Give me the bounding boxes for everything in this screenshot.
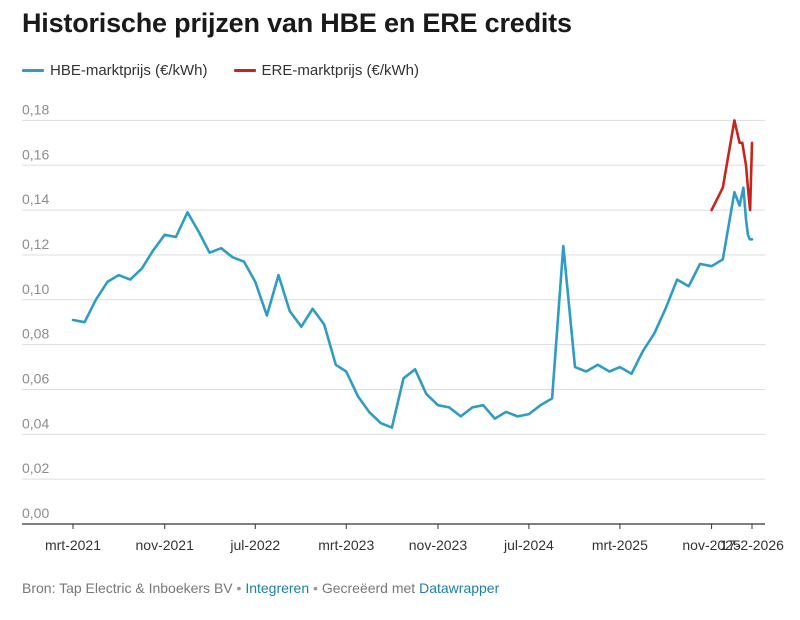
legend-item-hbe: HBE-marktprijs (€/kWh)	[22, 62, 208, 79]
y-tick-label: 0,16	[22, 146, 49, 162]
x-tick-label: jul-2024	[503, 537, 554, 553]
x-tick-label: mrt-2025	[592, 537, 648, 553]
series-layer	[71, 119, 754, 429]
x-tick-label: nov-2021	[136, 537, 195, 553]
x-tick-label: mrt-2021	[45, 537, 101, 553]
y-tick-label: 0,06	[22, 370, 49, 386]
x-tick-label: mrt-2023	[318, 537, 374, 553]
series-line-ere	[710, 119, 754, 212]
legend-item-ere: ERE-marktprijs (€/kWh)	[233, 62, 420, 79]
y-axis-labels: 0,00 0,02 0,04 0,06 0,08 0,10 0,12 0,14 0,16 0,18	[22, 101, 49, 521]
x-tick-label: 17-2-2026	[720, 537, 784, 553]
y-tick-label: 0,00	[22, 505, 49, 521]
footer-separator-2: •	[313, 580, 318, 596]
legend-swatch-ere	[233, 69, 256, 72]
y-tick-label: 0,04	[22, 415, 49, 431]
legend: HBE-marktprijs (€/kWh) ERE-marktprijs (€…	[22, 62, 419, 79]
chart-title: Historische prijzen van HBE en ERE credi…	[22, 8, 572, 38]
legend-label-ere: ERE-marktprijs (€/kWh)	[261, 62, 420, 79]
y-tick-label: 0,14	[22, 191, 49, 207]
grid-layer	[22, 119, 765, 529]
embed-link[interactable]: Integreren	[245, 580, 310, 596]
y-tick-label: 0,18	[22, 101, 49, 117]
datawrapper-link[interactable]: Datawrapper	[419, 580, 500, 596]
y-tick-label: 0,02	[22, 460, 49, 476]
x-tick-label: nov-2023	[409, 537, 468, 553]
line-chart: 0,00 0,02 0,04 0,06 0,08 0,10 0,12 0,14 0,16 0,18…	[22, 101, 784, 553]
legend-label-hbe: HBE-marktprijs (€/kWh)	[50, 62, 208, 79]
legend-swatch-hbe	[22, 69, 44, 72]
footer: Bron: Tap Electric & Inboekers BV • Inte…	[22, 580, 499, 596]
x-tick-label: jul-2022	[229, 537, 280, 553]
y-tick-label: 0,10	[22, 281, 49, 297]
created-with-text: Gecreëerd met	[321, 580, 416, 596]
y-tick-label: 0,08	[22, 326, 49, 342]
source-text: Bron: Tap Electric & Inboekers BV	[22, 580, 233, 596]
footer-separator: •	[236, 580, 242, 596]
x-axis-labels: mrt-2021 nov-2021 jul-2022 mrt-2023 nov-2023…	[45, 537, 784, 553]
series-line-hbe	[71, 186, 754, 429]
y-tick-label: 0,12	[22, 236, 49, 252]
x-tick-label: nov-2025	[682, 537, 741, 553]
